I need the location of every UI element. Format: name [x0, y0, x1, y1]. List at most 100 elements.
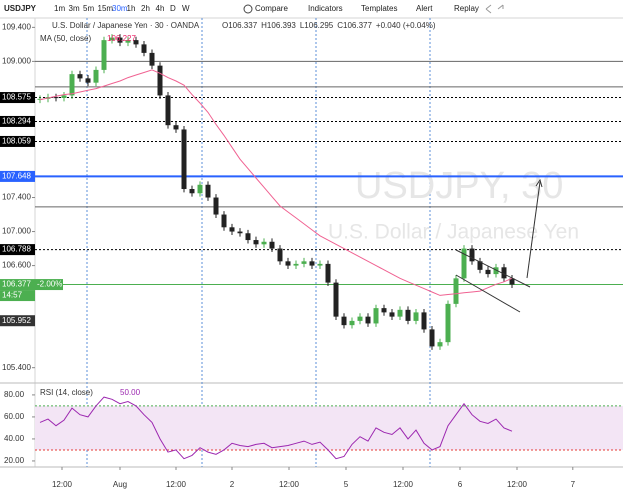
candle-body	[341, 316, 347, 326]
level-label-bg	[0, 170, 35, 182]
compare-icon	[243, 4, 253, 14]
x-tick-label: 12:00	[166, 480, 187, 489]
interval-button[interactable]: 1m	[54, 4, 65, 13]
arrow-head	[535, 178, 543, 188]
candle-body	[165, 95, 171, 126]
candle-body	[125, 40, 131, 43]
y-tick-label: 109.400	[2, 22, 31, 31]
x-tick-label: 7	[571, 480, 576, 489]
y-tick-label: 20.00	[4, 456, 25, 465]
ohlc-value: +0.040 (+0.04%)	[376, 21, 436, 30]
undo-redo[interactable]	[485, 4, 504, 14]
interval-button[interactable]: 2h	[141, 4, 150, 13]
plot: 109.400 109.000 107.400 107.000 106.600 105.4…	[0, 22, 623, 489]
candle-body	[205, 184, 211, 198]
interval-button[interactable]: 1h	[127, 4, 136, 13]
y-tick-label: 106.600	[2, 261, 31, 270]
candle-body	[221, 214, 227, 228]
candle-body	[157, 65, 163, 96]
level-label-bg	[0, 279, 35, 291]
ohlc-value: C106.377	[337, 21, 372, 30]
candle-body	[269, 241, 275, 249]
interval-button[interactable]: 5m	[83, 4, 94, 13]
candle-body	[405, 309, 411, 321]
ohlc-value: H106.393	[261, 21, 296, 30]
x-tick-label: 6	[458, 480, 463, 489]
interval-button[interactable]: 3m	[69, 4, 80, 13]
candle-body	[293, 263, 299, 266]
trend-line	[455, 249, 531, 288]
templates-button[interactable]: Templates	[361, 4, 397, 13]
x-tick-label: 12:00	[507, 480, 528, 489]
interval-button[interactable]: W	[182, 4, 190, 13]
candle-body	[197, 184, 203, 194]
alert-button[interactable]: Alert	[416, 4, 433, 13]
interval-button[interactable]: 30m	[112, 4, 128, 13]
ohlc-value: O106.337	[222, 21, 258, 30]
candle-body	[469, 248, 475, 262]
countdown: 14:57	[2, 291, 23, 300]
countdown-bg	[0, 290, 35, 302]
level-label: 105.952	[2, 316, 31, 325]
candle-body	[453, 278, 459, 304]
candle-body	[93, 69, 99, 83]
candle-body	[277, 248, 283, 262]
candle-body	[85, 78, 91, 83]
y-tick-label: 80.00	[4, 390, 25, 399]
candle-body	[349, 320, 355, 326]
ma-value: 106.227	[107, 34, 136, 43]
symbol-title: U.S. Dollar / Japanese Yen · 30 · OANDA	[52, 21, 200, 30]
candle-body	[237, 231, 243, 234]
candle-body	[437, 342, 443, 347]
indicators-button[interactable]: Indicators	[308, 4, 343, 13]
rsi-value: 50.00	[120, 388, 141, 397]
candle-body	[141, 44, 147, 53]
compare-button[interactable]: Compare	[255, 4, 288, 13]
candle-body	[109, 37, 115, 41]
watermark-name: U.S. Dollar / Japanese Yen	[328, 221, 579, 244]
candle-body	[333, 282, 339, 317]
trend-line	[455, 274, 521, 313]
candle-body	[229, 227, 235, 232]
candle-body	[485, 269, 491, 275]
watermark-symbol: USDJPY, 30	[355, 165, 563, 207]
level-label: 107.648	[2, 172, 31, 181]
interval-button[interactable]: D	[170, 4, 176, 13]
y-tick-label: 60.00	[4, 412, 25, 421]
x-tick-label: 12:00	[279, 480, 300, 489]
candle-body	[301, 261, 307, 264]
symbol[interactable]: USDJPY	[4, 4, 37, 13]
level-label-bg	[0, 244, 35, 256]
candle-body	[365, 316, 371, 324]
level-label: 108.059	[2, 137, 31, 146]
indicator-line	[39, 69, 513, 296]
interval-button[interactable]: 15m	[98, 4, 114, 13]
level-label: 108.294	[2, 117, 31, 126]
candle-body	[253, 240, 259, 245]
replay-button[interactable]: Replay	[454, 4, 479, 13]
y-tick-label: 107.000	[2, 227, 31, 236]
candle-body	[245, 233, 251, 241]
ohlc-legend: O106.337 H106.393 L106.295 C106.377 +0.040 (…	[222, 21, 436, 30]
candle-body	[445, 303, 451, 343]
x-tick-label: 12:00	[52, 480, 73, 489]
indicator-line	[39, 396, 513, 460]
level-label-bg	[0, 135, 35, 147]
level-label-bg	[0, 92, 35, 104]
candle-body	[173, 125, 179, 130]
ma-legend: MA (50, close)	[40, 34, 91, 43]
candle-body	[397, 309, 403, 317]
candle-body	[509, 278, 515, 285]
candle-body	[101, 40, 107, 70]
candle-body	[357, 316, 363, 321]
y-tick-label: 105.400	[2, 363, 31, 372]
level-label: 108.575	[2, 93, 31, 102]
y-tick-label: 40.00	[4, 434, 25, 443]
candle-body	[501, 267, 507, 279]
candle-body	[317, 263, 323, 266]
candle-body	[213, 197, 219, 215]
interval-button[interactable]: 4h	[156, 4, 165, 13]
last-change-bg	[35, 279, 63, 291]
